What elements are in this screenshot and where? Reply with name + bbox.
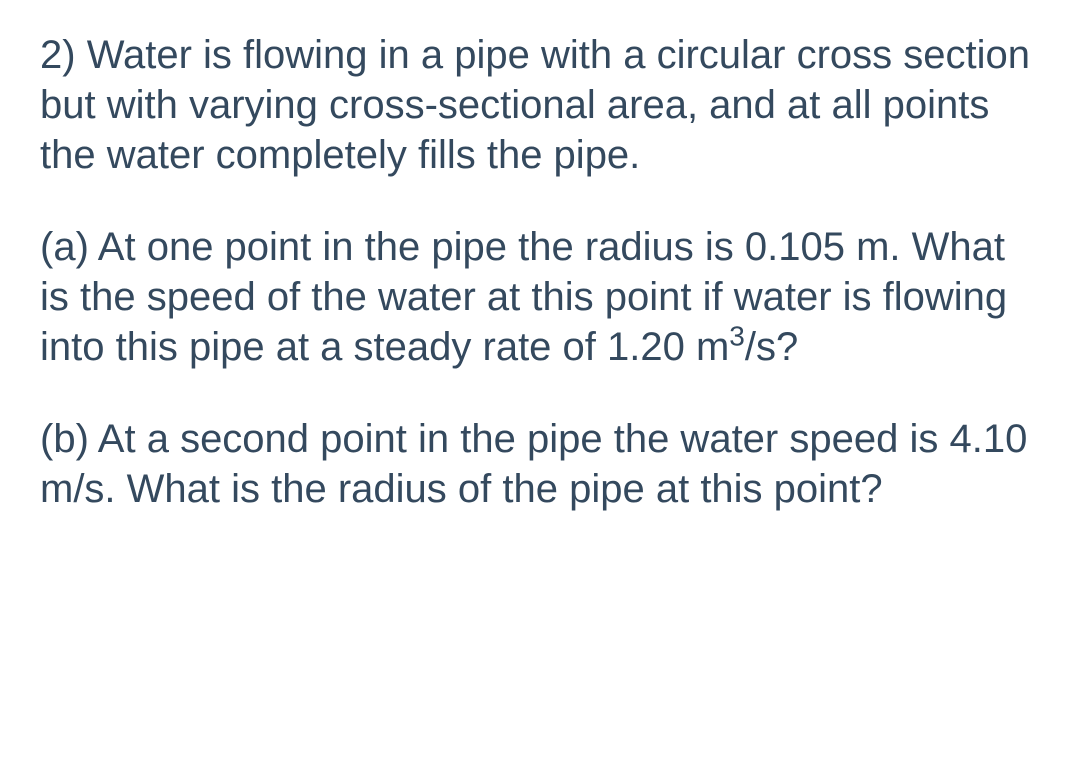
part-a-text-before: At one point in the pipe the radius is 0…	[40, 225, 1007, 369]
part-a-exponent: 3	[729, 321, 745, 352]
problem-part-a: (a) At one point in the pipe the radius …	[40, 222, 1040, 372]
part-b-text: At a second point in the pipe the water …	[40, 417, 1027, 511]
problem-intro: 2) Water is flowing in a pipe with a cir…	[40, 30, 1040, 180]
problem-number: 2)	[40, 33, 76, 77]
part-a-label: (a)	[40, 225, 89, 269]
intro-text: Water is flowing in a pipe with a circul…	[40, 33, 1030, 177]
part-a-text-after: /s?	[745, 325, 798, 369]
problem-part-b: (b) At a second point in the pipe the wa…	[40, 414, 1040, 514]
part-b-label: (b)	[40, 417, 89, 461]
